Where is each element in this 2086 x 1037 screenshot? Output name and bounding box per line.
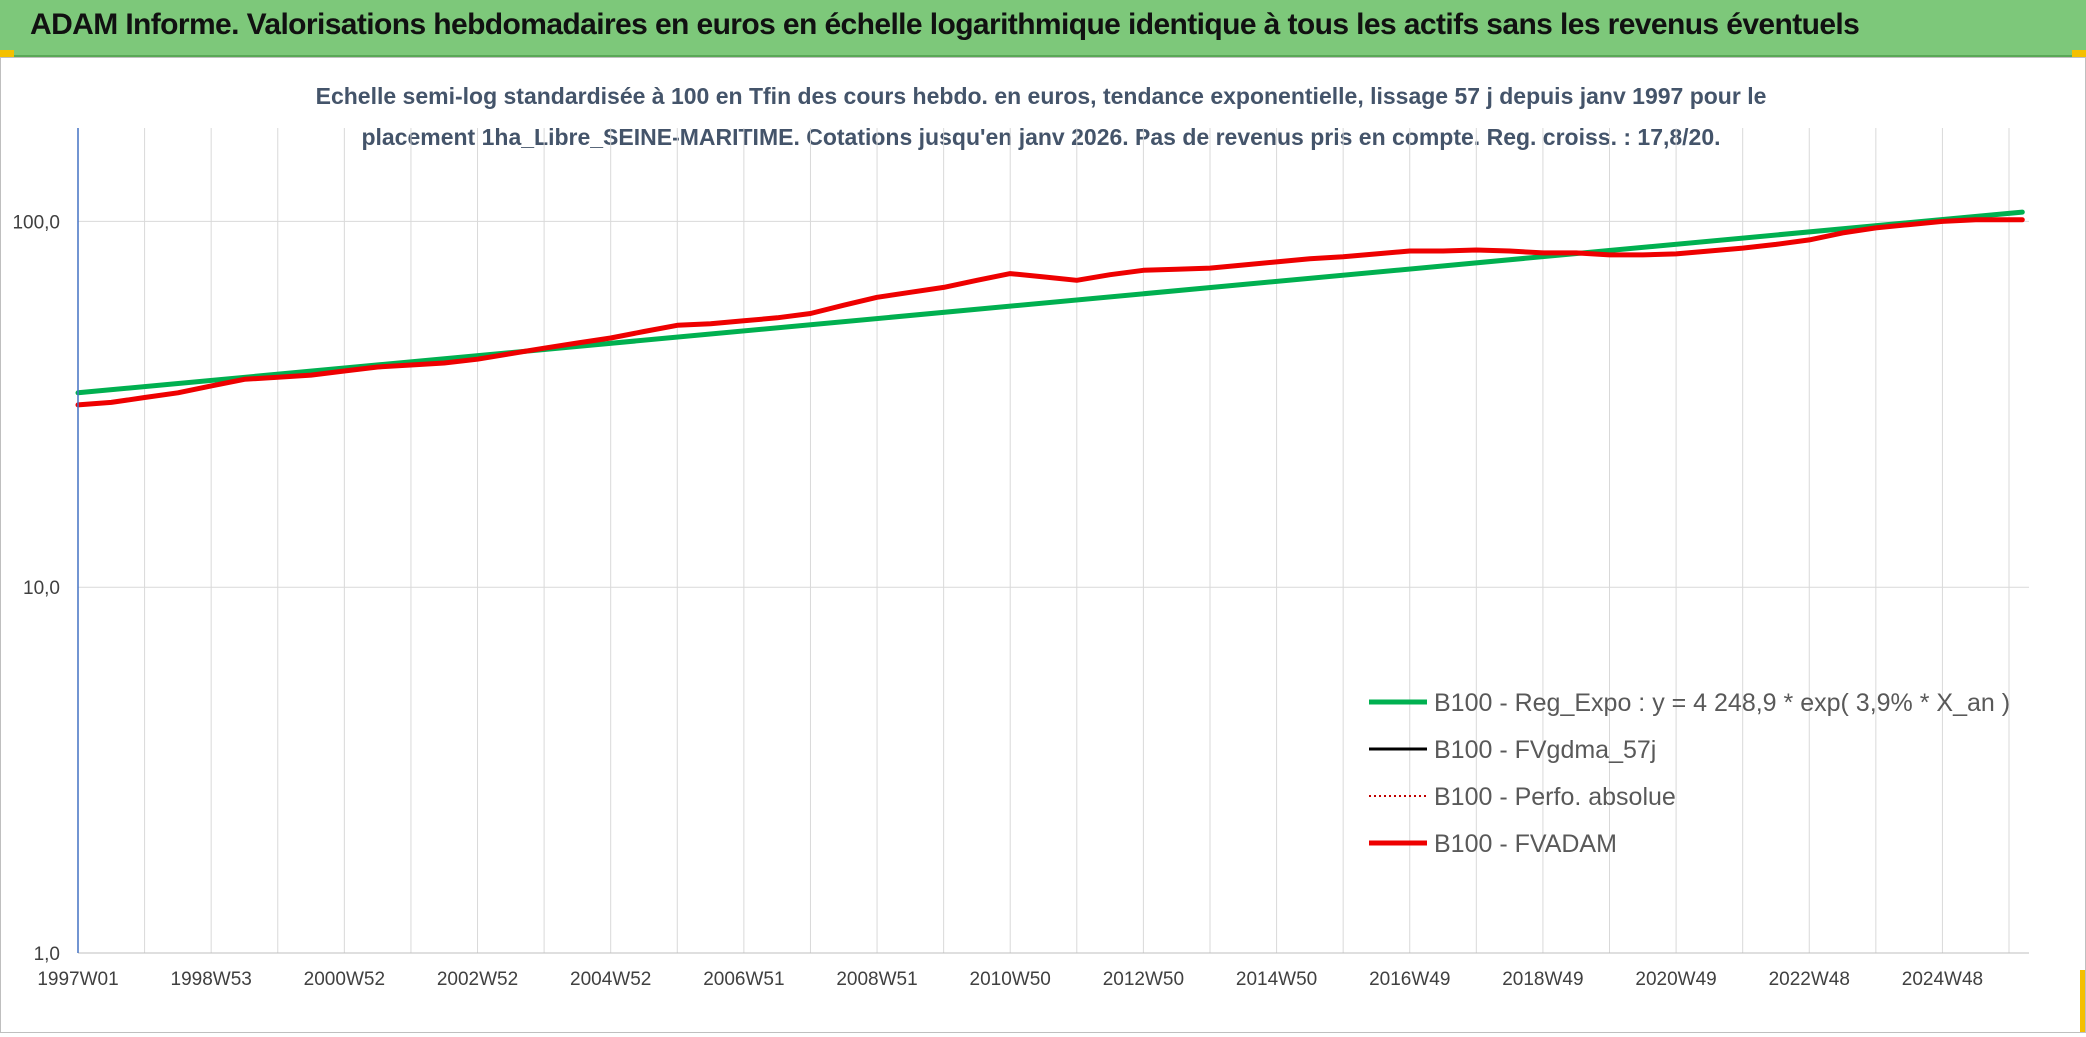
chart-area: Echelle semi-log standardisée à 100 en T… [0, 57, 2086, 1033]
x-tick-label: 2024W48 [1902, 969, 1983, 990]
title-banner: ADAM Informe. Valorisations hebdomadaire… [0, 0, 2086, 57]
x-tick-label: 2018W49 [1502, 969, 1583, 990]
legend-label-perfo: B100 - Perfo. absolue [1434, 783, 1676, 811]
x-tick-label: 2004W52 [570, 969, 651, 990]
chart-svg: Echelle semi-log standardisée à 100 en T… [12, 83, 2029, 990]
x-tick-label: 2008W51 [836, 969, 917, 990]
x-tick-label: 2012W50 [1103, 969, 1184, 990]
gridlines [77, 128, 2029, 954]
page-title: ADAM Informe. Valorisations hebdomadaire… [30, 8, 1860, 41]
y-tick-label: 100,0 [12, 212, 60, 233]
x-tick-label: 2006W51 [703, 969, 784, 990]
legend-label-fvadam: B100 - FVADAM [1434, 830, 1617, 858]
chart-title-line-1: Echelle semi-log standardisée à 100 en T… [316, 83, 1767, 109]
y-tick-label: 10,0 [23, 578, 60, 599]
legend-label-fvgdma: B100 - FVgdma_57j [1434, 736, 1656, 764]
corner-accent-right [2072, 50, 2086, 58]
x-axis-ticks: 1997W01 1998W53 2000W52 2002W52 2004W52 2006W… [37, 969, 1983, 990]
y-axis-ticks: 1,0 10,0 100,0 [12, 212, 60, 965]
x-tick-label: 2016W49 [1369, 969, 1450, 990]
x-tick-label: 1998W53 [171, 969, 252, 990]
x-tick-label: 2022W48 [1769, 969, 1850, 990]
x-tick-label: 1997W01 [37, 969, 118, 990]
corner-accent-bottom-right [2080, 970, 2086, 1033]
x-tick-label: 2002W52 [437, 969, 518, 990]
x-tick-label: 2010W50 [970, 969, 1051, 990]
series-line-reg_expo [75, 209, 2025, 396]
x-tick-label: 2020W49 [1635, 969, 1716, 990]
chart-title-line-2: placement 1ha_Libre_SEINE-MARITIME. Cota… [361, 124, 1720, 150]
series-layer [75, 209, 2025, 408]
y-tick-label: 1,0 [34, 944, 60, 965]
x-tick-label: 2014W50 [1236, 969, 1317, 990]
series-line-fvadam [75, 217, 2025, 408]
legend-label-reg_expo: B100 - Reg_Expo : y = 4 248,9 * exp( 3,9… [1434, 689, 2010, 717]
legend: B100 - Reg_Expo : y = 4 248,9 * exp( 3,9… [1369, 689, 2010, 858]
x-tick-label: 2000W52 [304, 969, 385, 990]
corner-accent-left [0, 50, 14, 58]
